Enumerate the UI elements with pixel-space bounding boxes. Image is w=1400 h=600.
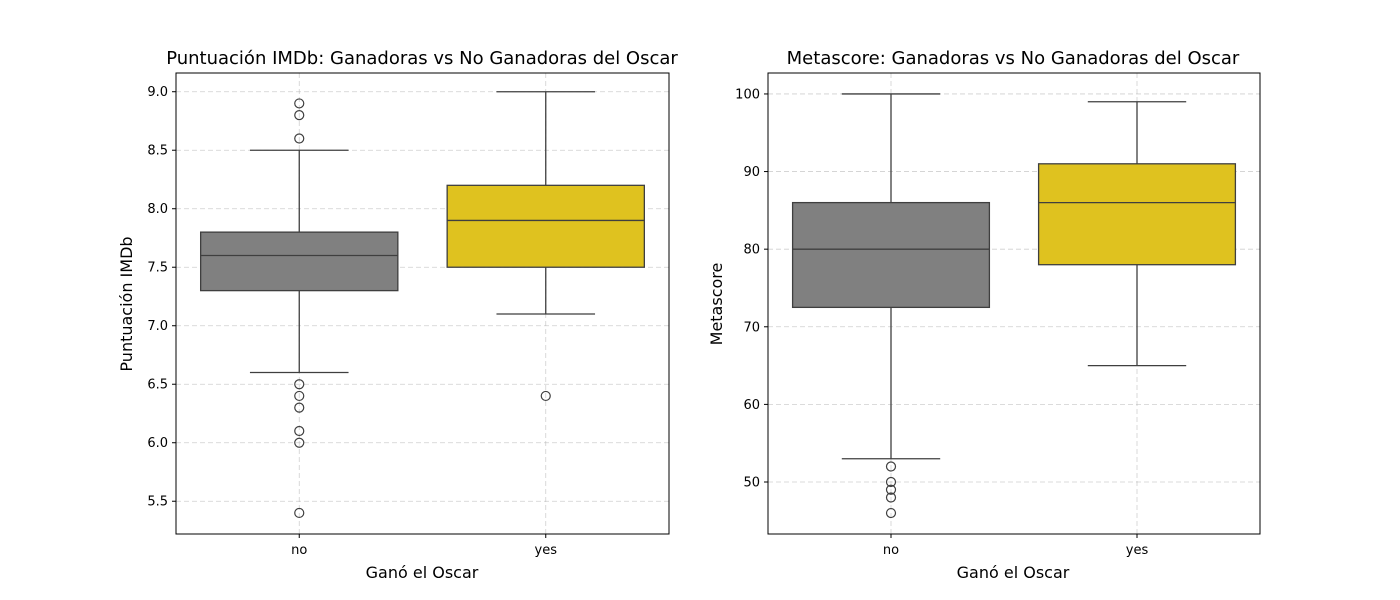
box-yes: [1037, 101, 1237, 367]
y-tick-label: 70: [743, 320, 760, 335]
x-axis-label: Ganó el Oscar: [366, 563, 479, 582]
x-axis-label: Ganó el Oscar: [957, 563, 1070, 582]
box-yes: [446, 91, 645, 402]
box-no: [199, 98, 399, 519]
y-tick-label: 8.0: [147, 202, 168, 217]
y-tick-label: 50: [743, 476, 760, 491]
y-tick-label: 7.5: [147, 261, 168, 276]
y-axis-label: Puntuación IMDb: [117, 236, 136, 371]
y-axis-label: Metascore: [707, 263, 726, 346]
y-tick-label: 8.5: [147, 144, 168, 159]
outlier-point: [294, 379, 305, 390]
x-tick-label: no: [291, 543, 307, 558]
iqr-box: [199, 231, 399, 292]
chart-title: Metascore: Ganadoras vs No Ganadoras del…: [787, 48, 1240, 69]
x-tick-label: yes: [535, 543, 558, 558]
axes-frame: [767, 72, 1261, 535]
metascore-boxplot-panel: Metascore: Ganadoras vs No Ganadoras del…: [707, 48, 1261, 582]
outlier-point: [885, 476, 897, 488]
y-tick-label: 5.5: [147, 495, 168, 510]
outlier-point: [294, 110, 305, 121]
x-tick-label: no: [883, 543, 899, 558]
outlier-point: [885, 461, 897, 472]
y-tick-label: 80: [743, 243, 760, 258]
plot-content: 5.5 6.0 6.5 7.0 7.5 8.0 8.5 9.0 no yes: [147, 72, 670, 558]
y-tick-label: 6.0: [147, 436, 168, 451]
iqr-box: [1037, 163, 1237, 266]
outlier-point: [294, 507, 305, 519]
outlier-point: [294, 390, 305, 402]
axes-frame: [175, 72, 670, 535]
y-tick-label: 6.5: [147, 378, 168, 393]
outlier-point: [294, 425, 305, 437]
outlier-point: [294, 133, 305, 144]
outlier-point: [294, 437, 305, 448]
imdb-boxplot-panel: Puntuación IMDb: Ganadoras vs No Ganador…: [117, 48, 678, 582]
y-tick-label: 100: [735, 87, 760, 102]
y-tick-label: 9.0: [147, 85, 168, 100]
iqr-box: [446, 184, 645, 268]
chart-title: Puntuación IMDb: Ganadoras vs No Ganador…: [166, 48, 678, 69]
outlier-point: [294, 98, 305, 109]
y-tick-label: 7.0: [147, 319, 168, 334]
plot-content: 50 60 70 80 90 100 no yes: [735, 72, 1261, 558]
outlier-point: [885, 484, 897, 495]
outlier-point: [294, 402, 305, 413]
x-tick-label: yes: [1126, 543, 1149, 558]
y-tick-label: 60: [743, 398, 760, 413]
y-tick-label: 90: [743, 165, 760, 180]
outlier-point: [885, 492, 897, 503]
outlier-point: [885, 507, 897, 519]
iqr-box: [791, 201, 991, 309]
outlier-point: [540, 390, 551, 402]
box-no: [791, 93, 991, 519]
